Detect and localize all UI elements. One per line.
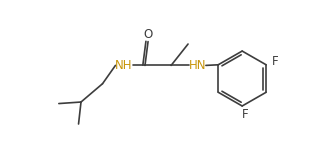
Text: HN: HN: [188, 59, 206, 72]
Text: F: F: [271, 55, 278, 68]
Text: F: F: [242, 108, 248, 121]
Text: NH: NH: [115, 59, 133, 72]
Text: O: O: [143, 28, 153, 41]
